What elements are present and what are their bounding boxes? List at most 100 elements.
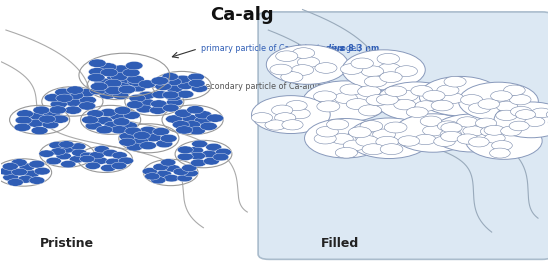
Circle shape bbox=[89, 87, 106, 95]
Circle shape bbox=[103, 85, 119, 93]
Circle shape bbox=[509, 121, 529, 131]
Circle shape bbox=[79, 102, 96, 110]
Circle shape bbox=[414, 134, 436, 145]
Circle shape bbox=[494, 102, 549, 138]
Circle shape bbox=[340, 64, 363, 74]
Circle shape bbox=[317, 101, 340, 112]
Circle shape bbox=[441, 123, 462, 133]
Circle shape bbox=[80, 155, 95, 163]
Circle shape bbox=[136, 105, 153, 113]
Circle shape bbox=[270, 64, 292, 75]
Circle shape bbox=[118, 85, 136, 94]
Circle shape bbox=[546, 110, 549, 119]
Circle shape bbox=[165, 93, 182, 101]
Circle shape bbox=[139, 126, 156, 135]
Circle shape bbox=[478, 99, 500, 109]
Circle shape bbox=[548, 118, 549, 127]
Circle shape bbox=[189, 152, 205, 160]
Circle shape bbox=[303, 81, 388, 122]
Circle shape bbox=[111, 162, 127, 169]
Circle shape bbox=[501, 126, 522, 136]
Circle shape bbox=[165, 165, 180, 172]
Circle shape bbox=[172, 120, 189, 129]
Circle shape bbox=[56, 94, 73, 102]
Circle shape bbox=[163, 91, 179, 99]
Circle shape bbox=[187, 106, 204, 114]
Circle shape bbox=[71, 143, 86, 150]
Circle shape bbox=[361, 66, 384, 77]
Circle shape bbox=[175, 109, 192, 117]
Circle shape bbox=[457, 134, 478, 144]
Circle shape bbox=[165, 78, 182, 86]
Circle shape bbox=[79, 96, 97, 104]
Circle shape bbox=[55, 88, 72, 97]
Circle shape bbox=[444, 76, 466, 87]
Circle shape bbox=[204, 157, 220, 165]
Circle shape bbox=[31, 127, 48, 135]
Circle shape bbox=[415, 101, 437, 111]
Circle shape bbox=[153, 77, 170, 85]
Circle shape bbox=[305, 119, 386, 158]
Circle shape bbox=[122, 69, 140, 77]
Circle shape bbox=[177, 90, 194, 98]
Circle shape bbox=[144, 173, 160, 180]
Circle shape bbox=[213, 153, 229, 161]
Circle shape bbox=[127, 75, 144, 84]
Circle shape bbox=[437, 85, 459, 95]
Circle shape bbox=[142, 168, 158, 175]
Circle shape bbox=[492, 140, 512, 151]
Circle shape bbox=[177, 153, 193, 161]
Circle shape bbox=[503, 85, 525, 95]
Circle shape bbox=[113, 118, 130, 126]
Circle shape bbox=[419, 76, 501, 116]
Circle shape bbox=[282, 120, 303, 130]
Circle shape bbox=[88, 68, 106, 76]
Circle shape bbox=[112, 65, 130, 73]
Circle shape bbox=[91, 82, 108, 91]
Circle shape bbox=[385, 86, 407, 97]
Circle shape bbox=[87, 73, 105, 82]
Circle shape bbox=[334, 93, 357, 103]
Circle shape bbox=[293, 48, 315, 58]
Circle shape bbox=[442, 93, 464, 103]
Circle shape bbox=[119, 157, 133, 164]
Circle shape bbox=[463, 126, 484, 136]
Circle shape bbox=[480, 126, 502, 136]
Circle shape bbox=[149, 106, 166, 114]
Circle shape bbox=[104, 79, 122, 88]
Circle shape bbox=[358, 105, 382, 116]
Circle shape bbox=[398, 136, 419, 146]
Circle shape bbox=[119, 132, 136, 140]
Circle shape bbox=[491, 91, 512, 101]
Circle shape bbox=[423, 126, 444, 136]
Circle shape bbox=[105, 80, 121, 88]
Circle shape bbox=[468, 103, 491, 114]
Circle shape bbox=[110, 113, 127, 121]
Circle shape bbox=[126, 61, 143, 70]
Circle shape bbox=[15, 116, 32, 124]
Circle shape bbox=[139, 91, 155, 99]
Circle shape bbox=[274, 113, 296, 123]
Circle shape bbox=[39, 115, 55, 123]
Circle shape bbox=[206, 114, 223, 122]
Circle shape bbox=[441, 131, 462, 142]
Circle shape bbox=[511, 106, 532, 117]
Circle shape bbox=[349, 127, 371, 138]
Circle shape bbox=[496, 101, 518, 111]
Circle shape bbox=[394, 99, 416, 110]
Circle shape bbox=[150, 100, 167, 108]
Circle shape bbox=[88, 59, 106, 68]
Circle shape bbox=[116, 87, 132, 94]
Circle shape bbox=[531, 108, 549, 118]
Circle shape bbox=[49, 106, 66, 114]
Circle shape bbox=[87, 110, 104, 118]
Circle shape bbox=[313, 91, 337, 102]
Circle shape bbox=[43, 110, 60, 118]
Circle shape bbox=[34, 167, 50, 175]
Text: primary particle of Ca-alginate aerogel;: primary particle of Ca-alginate aerogel; bbox=[201, 44, 363, 53]
Circle shape bbox=[27, 119, 44, 127]
Circle shape bbox=[457, 117, 478, 127]
Circle shape bbox=[266, 45, 348, 84]
Circle shape bbox=[33, 106, 50, 114]
Circle shape bbox=[173, 168, 188, 175]
